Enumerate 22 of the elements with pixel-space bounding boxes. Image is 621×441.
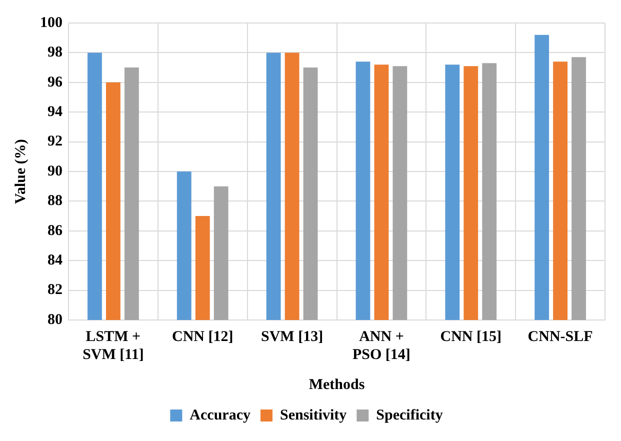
y-tick-label: 88 (48, 193, 62, 210)
y-tick-label: 98 (48, 44, 62, 61)
legend-label: Accuracy (190, 407, 251, 424)
y-tick-label: 90 (48, 163, 62, 180)
y-tick-label: 86 (48, 222, 63, 239)
y-tick-label: 84 (48, 252, 63, 268)
x-tick-label: CNN [12] (172, 328, 234, 345)
y-tick-label: 92 (48, 134, 62, 150)
y-tick-label: 94 (48, 104, 63, 120)
legend-label: Specificity (376, 407, 444, 424)
x-tick-label: CNN [15] (440, 328, 502, 345)
y-tick-label: 100 (40, 14, 62, 31)
x-axis-title: Methods (308, 376, 365, 393)
y-tick-label: 80 (48, 312, 62, 328)
legend-label: Sensitivity (280, 407, 348, 424)
x-tick-label: SVM [13] (261, 328, 324, 345)
y-axis-title: Value (%) (12, 139, 29, 204)
y-tick-label: 82 (48, 282, 62, 298)
x-tick-label: ANN + PSO [14] (352, 328, 410, 363)
x-tick-label: CNN-SLF (528, 328, 593, 345)
y-tick-label: 96 (48, 74, 63, 90)
x-tick-label: LSTM + SVM [11] (82, 328, 144, 363)
